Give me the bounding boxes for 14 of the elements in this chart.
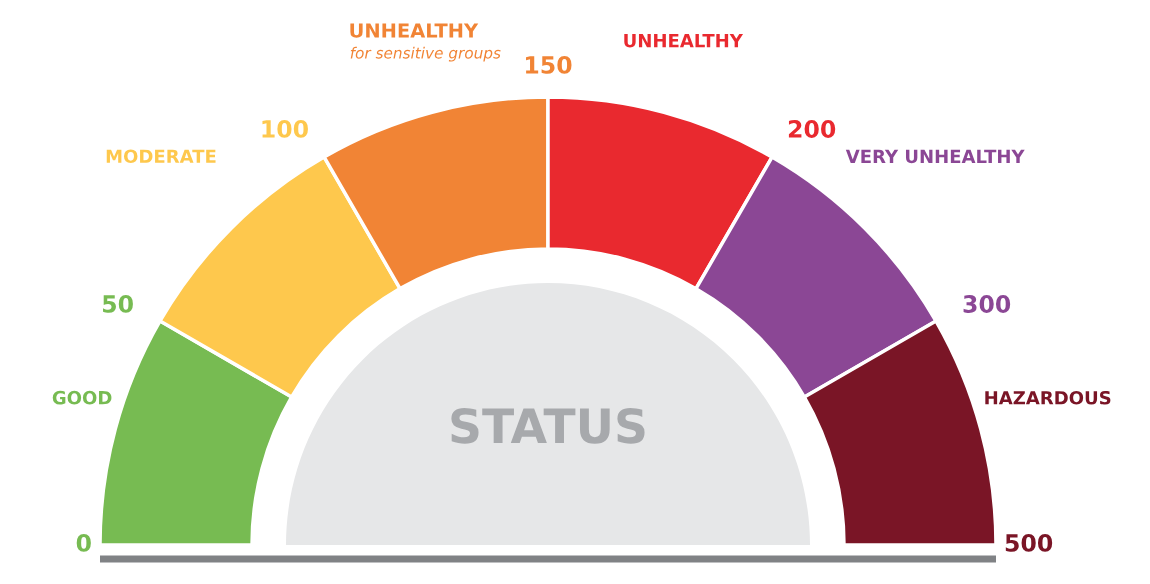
text: 300 — [963, 295, 1011, 313]
slice-label: UNHEALTHY for sensitive groups — [350, 23, 501, 62]
text: STATUS — [451, 407, 645, 444]
slice-label: MODERATE — [106, 149, 216, 164]
text: 50 — [103, 294, 133, 313]
slice-label: GOOD — [52, 390, 112, 405]
text: 0 — [76, 533, 91, 552]
slice-label: UNHEALTHY — [624, 34, 744, 48]
text: 200 — [788, 120, 836, 138]
text: 150 — [526, 55, 572, 74]
slice-label: HAZARDOUS — [985, 390, 1111, 405]
text: 100 — [262, 119, 308, 138]
slice-label: VERY UNHEALTHY — [845, 149, 1025, 164]
text: 500 — [1005, 533, 1053, 552]
